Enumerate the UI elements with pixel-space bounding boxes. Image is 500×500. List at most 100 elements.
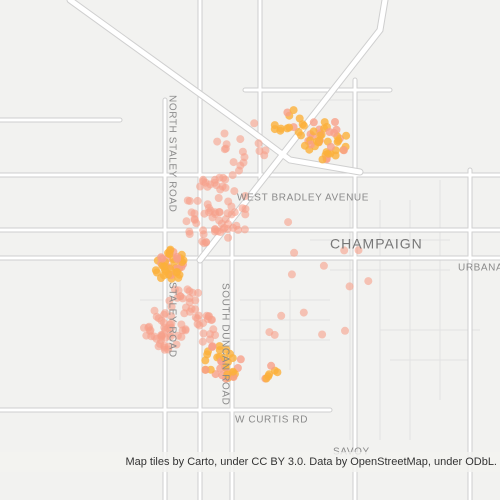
dot — [191, 305, 200, 314]
dot — [202, 238, 211, 247]
dot — [183, 285, 192, 294]
road-label: W CURTIS RD — [235, 415, 308, 426]
dot — [193, 314, 202, 323]
dot — [276, 126, 285, 135]
dot — [230, 208, 239, 217]
city-label: URBANA — [458, 263, 500, 274]
dot — [326, 142, 335, 151]
dot — [177, 320, 186, 329]
dot — [196, 182, 205, 191]
dot — [277, 311, 286, 320]
dot — [166, 264, 175, 273]
dot — [150, 306, 159, 315]
dot — [173, 331, 182, 340]
dot — [283, 108, 292, 117]
dot — [222, 345, 231, 354]
dot — [172, 340, 181, 349]
dot — [170, 285, 179, 294]
dot — [215, 216, 224, 225]
dot — [284, 218, 293, 227]
dot — [318, 330, 327, 339]
dot — [364, 277, 373, 286]
dot — [215, 208, 224, 216]
dot — [236, 135, 245, 144]
dot — [254, 139, 263, 148]
dot — [215, 342, 224, 351]
dot — [210, 225, 219, 234]
dot — [354, 246, 363, 255]
dot — [183, 196, 192, 205]
dot — [236, 355, 245, 364]
road-label: STALEY ROAD — [166, 282, 177, 358]
dot — [172, 268, 181, 277]
dot — [140, 323, 148, 332]
dot — [185, 227, 194, 236]
dot — [224, 197, 233, 206]
dot — [223, 209, 232, 218]
dot — [241, 192, 250, 200]
dot — [235, 166, 243, 175]
dot — [159, 262, 168, 271]
dot — [199, 329, 208, 338]
dot — [166, 332, 175, 341]
dot — [157, 332, 166, 341]
dot — [224, 233, 233, 242]
dot — [220, 224, 229, 232]
dot — [318, 155, 327, 164]
dot — [230, 187, 239, 196]
dot — [299, 308, 308, 317]
dot — [193, 196, 202, 205]
dot — [201, 356, 210, 365]
dot — [316, 131, 325, 140]
dot — [238, 147, 247, 156]
dot — [199, 175, 208, 184]
dot — [182, 303, 190, 312]
dot — [342, 131, 351, 140]
dot — [210, 178, 219, 187]
attribution: Map tiles by Carto, under CC BY 3.0. Dat… — [125, 456, 497, 468]
dot — [182, 217, 191, 226]
dot — [309, 118, 318, 127]
dot — [166, 245, 175, 254]
dot — [273, 368, 282, 377]
dot — [204, 203, 213, 212]
dot — [241, 205, 250, 213]
dot — [176, 292, 185, 301]
dot — [341, 326, 349, 335]
dot — [160, 318, 168, 327]
dot — [228, 354, 237, 363]
dot — [250, 119, 259, 128]
dot — [195, 321, 204, 330]
road-label: WEST BRADLEY AVENUE — [237, 193, 369, 204]
dot — [208, 343, 217, 351]
incident-dots — [140, 106, 373, 383]
dot — [267, 361, 276, 370]
dot — [289, 106, 298, 115]
dot — [152, 268, 161, 277]
dot — [198, 337, 207, 346]
dot — [142, 331, 151, 340]
dot — [322, 148, 331, 157]
dot — [203, 350, 212, 359]
dot — [219, 173, 228, 182]
dot — [331, 118, 339, 126]
dot — [262, 374, 271, 383]
dot — [320, 118, 329, 127]
dot — [229, 158, 238, 167]
dot — [325, 128, 334, 136]
dot — [201, 365, 210, 374]
dot — [223, 370, 232, 379]
dot — [319, 261, 328, 270]
dot — [165, 296, 174, 305]
dot — [222, 140, 231, 149]
dot — [190, 209, 199, 218]
dot — [309, 127, 318, 136]
dot — [220, 353, 229, 362]
dot — [203, 182, 212, 191]
dot — [157, 253, 166, 262]
attribution-bg — [0, 452, 500, 472]
dot — [220, 129, 229, 138]
dot — [173, 254, 182, 263]
